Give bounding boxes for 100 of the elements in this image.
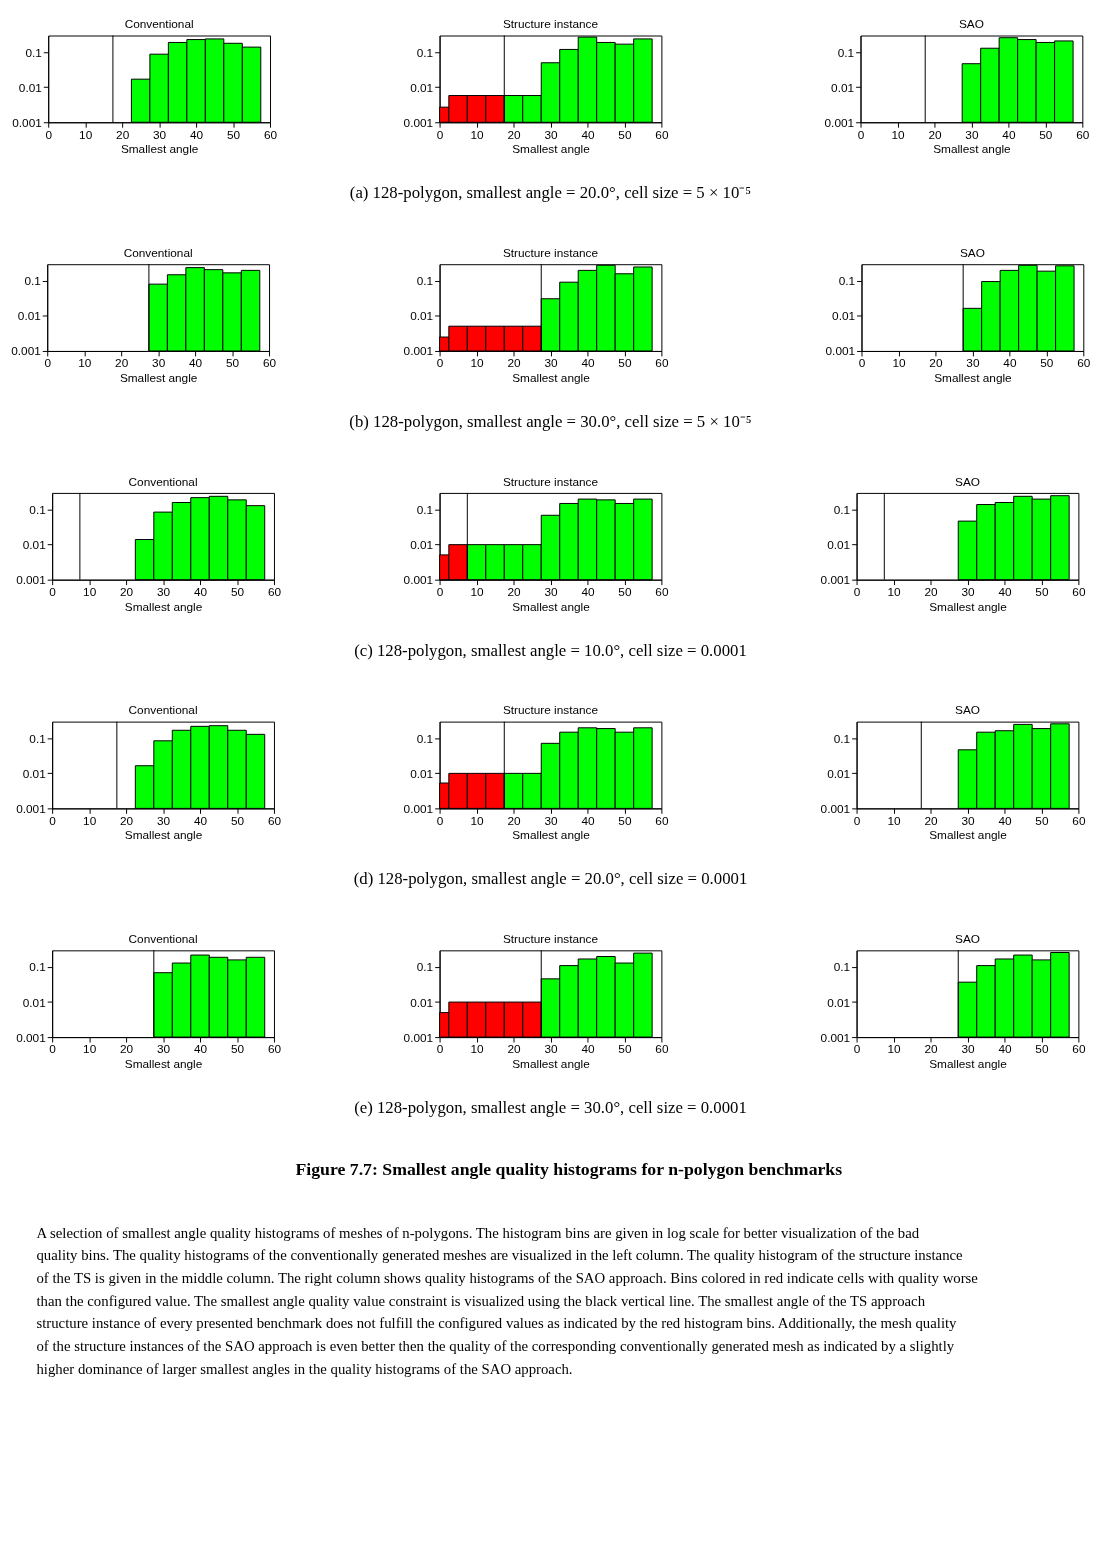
y-tick-label: 0.01 [410, 309, 434, 324]
x-tick-label: 30 [961, 1042, 975, 1057]
y-tick-label: 0.001 [824, 115, 855, 130]
y-tick-label: 0.01 [827, 538, 851, 553]
x-tick-label: 30 [965, 127, 979, 142]
chart-title: Conventional [128, 703, 198, 718]
x-tick-label: 40 [998, 813, 1012, 828]
y-tick-label: 0.001 [820, 801, 851, 816]
x-tick-label: 0 [853, 584, 861, 599]
y-tick-label: 0.1 [416, 274, 434, 289]
x-tick-label: 10 [83, 813, 97, 828]
x-tick-label: 60 [1077, 356, 1091, 371]
chart-title: Structure instance [502, 474, 599, 489]
x-tick-label: 50 [226, 127, 241, 142]
x-axis-title: Smallest angle [119, 371, 198, 386]
y-tick-label: 0.1 [833, 960, 851, 975]
x-tick-label: 20 [929, 356, 943, 371]
x-tick-label: 30 [961, 584, 975, 599]
chart-title: Conventional [128, 474, 198, 489]
x-tick-label: 20 [120, 584, 134, 599]
x-tick-label: 30 [156, 584, 171, 599]
x-tick-label: 20 [924, 1042, 938, 1057]
x-tick-label: 60 [1072, 813, 1086, 828]
chart-title: Conventional [124, 17, 194, 32]
x-tick-label: 10 [887, 1042, 902, 1057]
text: Figure 7.7: Smallest angle quality histograms for n-polygon benchmarks [295, 1159, 843, 1180]
chart-title: Structure instance [502, 17, 599, 32]
x-tick-label: 30 [544, 584, 558, 599]
y-tick-label: 0.001 [11, 344, 41, 359]
x-tick-label: 40 [581, 127, 595, 142]
text: (a) 128-polygon, smallest angle = 20.0°, cell size = 5 × 10⁻⁵ [349, 183, 752, 203]
x-axis-title: Smallest angle [120, 142, 199, 157]
chart-title: SAO [959, 245, 985, 260]
y-tick-label: 0.001 [403, 573, 434, 588]
y-tick-label: 0.001 [403, 1030, 434, 1045]
x-tick-label: 20 [507, 127, 522, 142]
x-tick-label: 30 [544, 813, 558, 828]
x-tick-label: 50 [618, 127, 632, 142]
x-axis-title: Smallest angle [512, 1057, 591, 1072]
y-tick-label: 0.01 [22, 766, 46, 781]
text: (b) 128-polygon, smallest angle = 30.0°, cell size = 5 × 10⁻⁵ [349, 411, 752, 431]
y-tick-label: 0.1 [416, 960, 434, 975]
x-tick-label: 60 [263, 127, 278, 142]
x-tick-label: 0 [436, 356, 444, 371]
x-axis-title: Smallest angle [512, 599, 591, 614]
x-tick-label: 0 [436, 127, 444, 142]
x-tick-label: 60 [267, 584, 282, 599]
x-axis-title: Smallest angle [933, 142, 1012, 157]
x-tick-label: 10 [470, 584, 485, 599]
x-tick-label: 50 [1040, 356, 1054, 371]
x-tick-label: 10 [79, 127, 93, 142]
x-tick-label: 40 [189, 356, 203, 371]
x-tick-label: 60 [655, 584, 669, 599]
x-tick-label: 40 [190, 127, 204, 142]
x-tick-label: 60 [655, 813, 669, 828]
x-tick-label: 20 [116, 127, 130, 142]
y-tick-label: 0.001 [403, 115, 434, 130]
x-tick-label: 0 [49, 1042, 57, 1057]
x-tick-label: 20 [507, 1042, 522, 1057]
y-tick-label: 0.001 [12, 115, 42, 130]
x-axis-title: Smallest angle [512, 371, 591, 386]
x-tick-label: 50 [618, 584, 632, 599]
y-tick-label: 0.001 [820, 573, 851, 588]
chart-title: SAO [955, 931, 980, 946]
y-tick-label: 0.001 [16, 801, 46, 816]
y-tick-label: 0.001 [403, 344, 434, 359]
y-tick-label: 0.01 [827, 766, 851, 781]
y-tick-label: 0.1 [25, 45, 42, 60]
y-tick-label: 0.01 [22, 995, 46, 1010]
x-tick-label: 20 [924, 813, 938, 828]
y-tick-label: 0.1 [416, 503, 434, 518]
x-axis-title: Smallest angle [512, 828, 591, 843]
x-tick-label: 40 [193, 813, 208, 828]
chart-title: Structure instance [502, 931, 599, 946]
x-tick-label: 20 [507, 584, 522, 599]
x-tick-label: 40 [581, 813, 595, 828]
y-tick-label: 0.01 [17, 309, 41, 324]
x-tick-label: 10 [78, 356, 92, 371]
text: A selection of smallest angle quality histograms of meshes of n-polygons. The histogram bins are given in log scale for better visualization of the bad quality bins. The quality histograms of the conventionally generated meshes are visualized in the left column. The quality histogram of the structure instance of the TS is given in the middle column. The right column shows quality histograms of the SAO approach. Bins colored in red indicate cells with quality worse than the configured value. The smallest angle quality value constraint is visualized using the black vertical line. The smallest angle of the TS approach structure instance of every presented benchmark does not fulfill the configured values as indicated by the red histogram bins. Additionally, the mesh quality of the structure instances of the SAO approach is even better then the quality of the corresponding conventionally generated mesh as indicated by a slightly higher dominance of larger smallest angles in the quality histograms of the SAO approach. [36, 1224, 979, 1377]
x-tick-label: 20 [507, 356, 522, 371]
y-tick-label: 0.01 [22, 538, 46, 553]
x-tick-label: 40 [581, 356, 595, 371]
x-axis-title: Smallest angle [929, 599, 1008, 614]
x-tick-label: 60 [262, 356, 277, 371]
x-tick-label: 60 [1072, 584, 1086, 599]
x-tick-label: 0 [436, 813, 444, 828]
y-tick-label: 0.001 [16, 1030, 46, 1045]
x-axis-title: Smallest angle [512, 142, 591, 157]
text: (d) 128-polygon, smallest angle = 20.0°, cell size = 0.0001 [353, 869, 748, 889]
y-tick-label: 0.1 [833, 503, 851, 518]
x-tick-label: 20 [120, 1042, 134, 1057]
y-tick-label: 0.1 [29, 503, 46, 518]
y-tick-label: 0.01 [410, 538, 434, 553]
y-tick-label: 0.01 [410, 995, 434, 1010]
x-tick-label: 10 [892, 356, 906, 371]
x-axis-title: Smallest angle [124, 828, 203, 843]
x-tick-label: 0 [44, 356, 52, 371]
chart-title: Structure instance [502, 245, 599, 260]
x-tick-label: 0 [857, 127, 865, 142]
x-tick-label: 10 [891, 127, 905, 142]
